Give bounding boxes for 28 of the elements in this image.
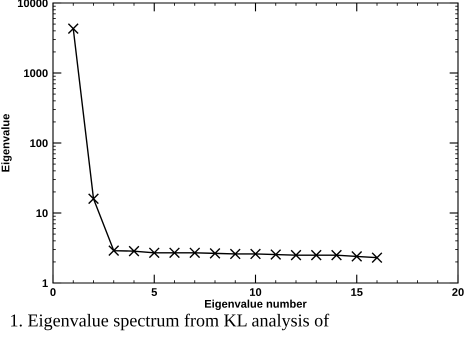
x-tick-label: 0 xyxy=(50,288,56,296)
point xyxy=(168,247,180,258)
point xyxy=(189,247,200,258)
x-tick-label: 10 xyxy=(250,288,262,296)
point xyxy=(270,248,282,260)
point xyxy=(108,245,120,256)
point xyxy=(310,250,322,261)
y-tick-label: 10 xyxy=(36,209,48,218)
text: 1. Eigenvalue spectrum from KL analysis of xyxy=(11,314,330,330)
x-tick-label: 15 xyxy=(351,288,363,296)
point xyxy=(88,193,100,204)
point xyxy=(250,248,262,260)
y-tick-label: 1000 xyxy=(24,69,48,78)
point xyxy=(128,246,140,257)
point xyxy=(351,250,362,262)
point xyxy=(230,248,241,260)
y-tick-label: 100 xyxy=(30,139,48,148)
point xyxy=(290,250,302,261)
point xyxy=(68,23,79,34)
y-tick-label: 1 xyxy=(42,279,48,288)
y-axis-title: Eigenvalue xyxy=(1,114,12,172)
point xyxy=(209,248,221,259)
point xyxy=(148,247,160,258)
x-tick-label: 20 xyxy=(452,288,464,296)
point xyxy=(330,250,342,261)
point xyxy=(371,252,383,264)
x-tick-label: 5 xyxy=(152,288,158,296)
x-axis-title: Eigenvalue number xyxy=(205,300,307,310)
